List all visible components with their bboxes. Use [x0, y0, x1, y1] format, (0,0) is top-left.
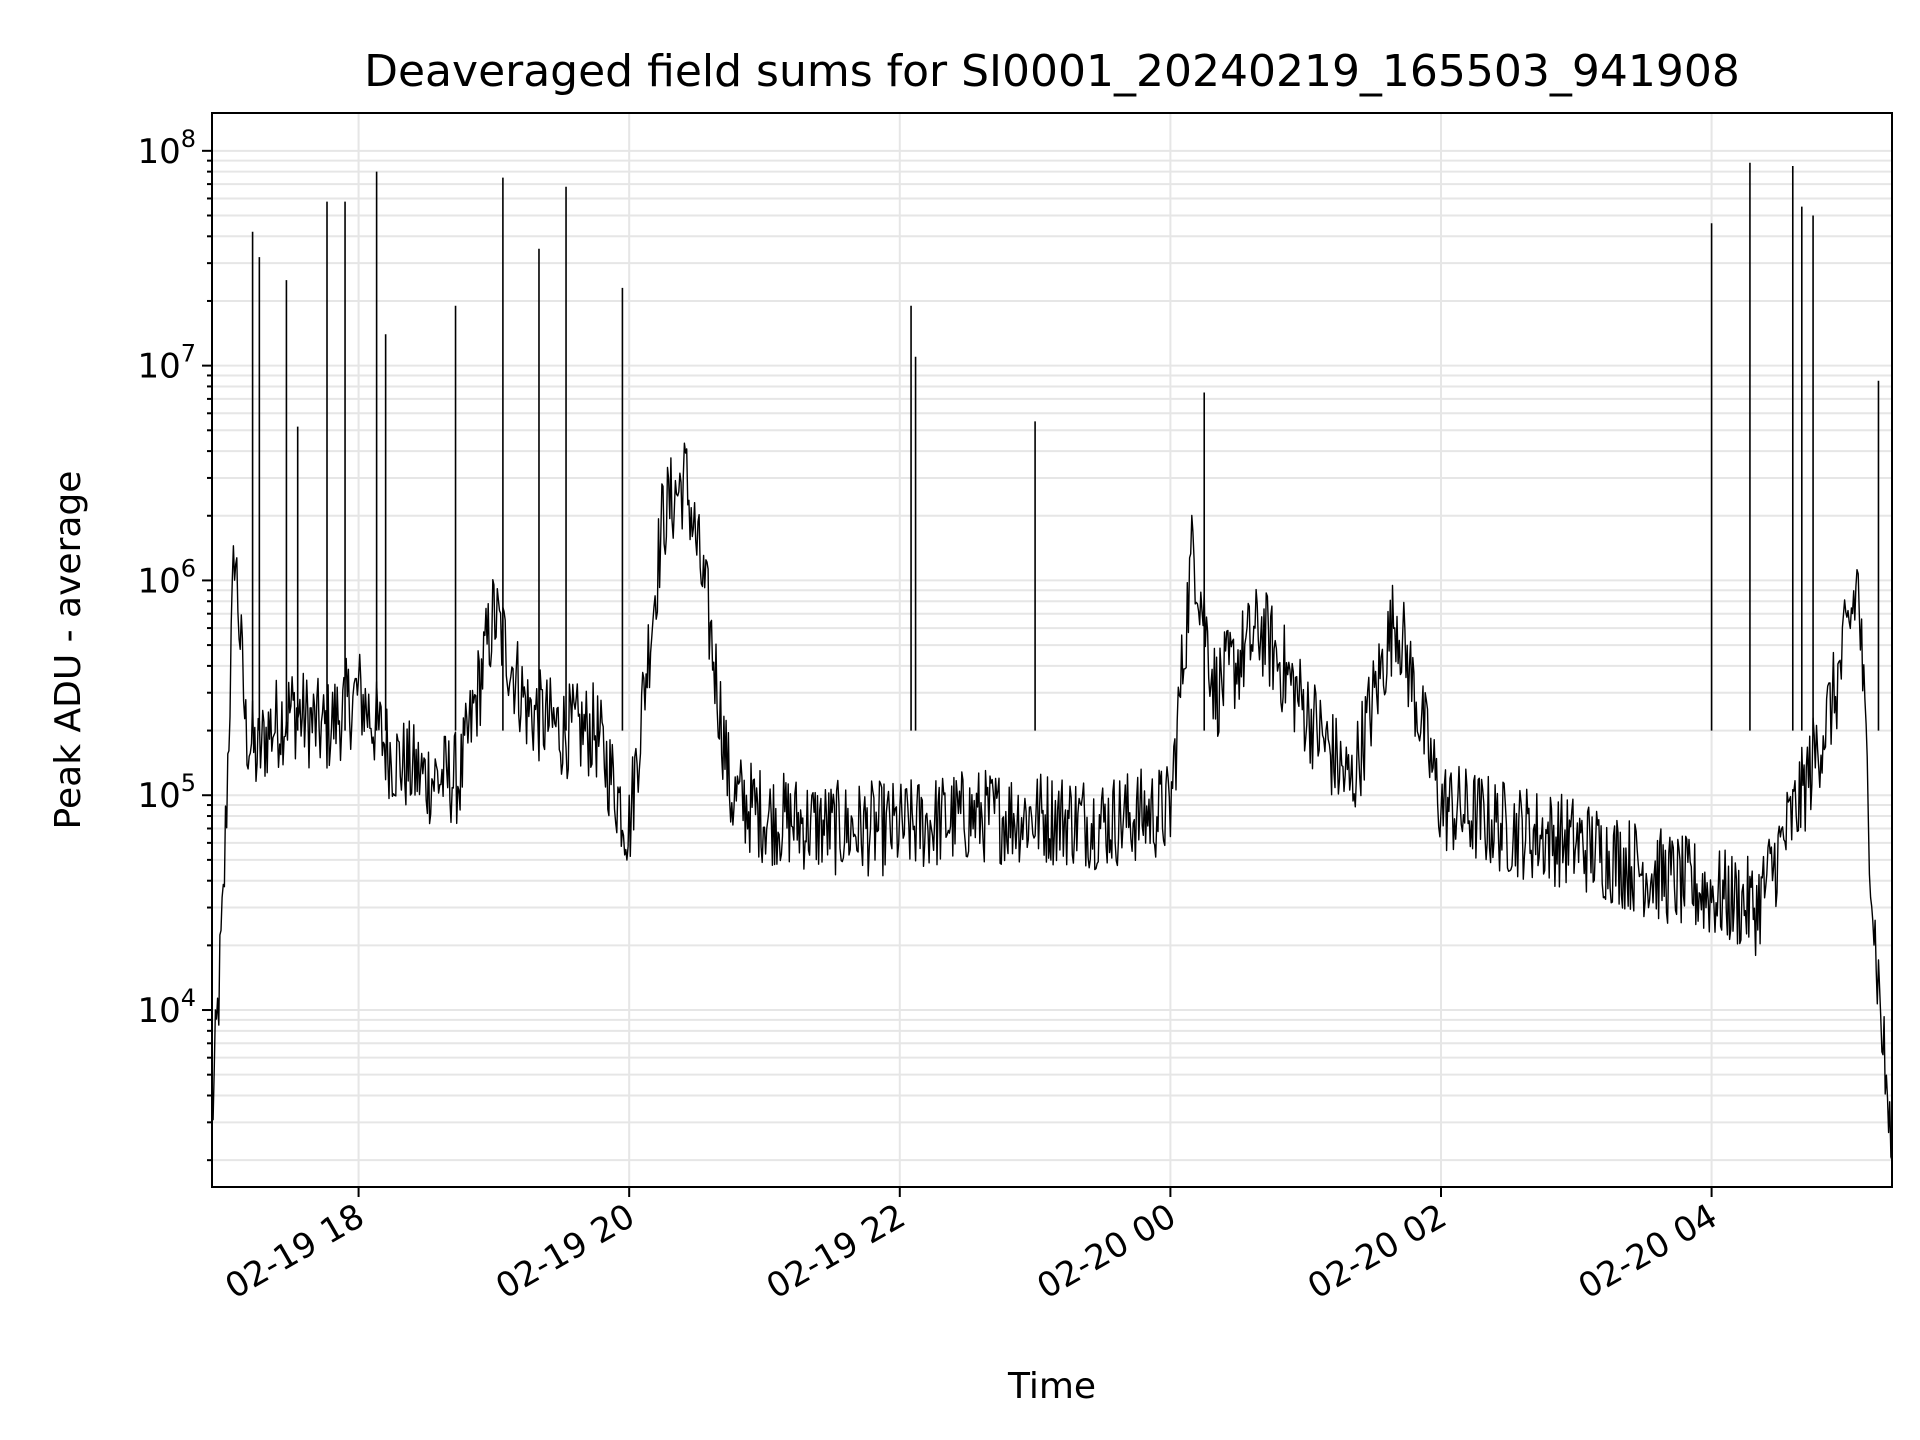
x-axis-label: Time	[1007, 1366, 1096, 1407]
y-tick-label: 107	[137, 340, 196, 387]
y-tick-label: 106	[137, 554, 196, 601]
y-axis-label: Peak ADU - average	[48, 471, 89, 830]
y-axis: 104 105 106 107 108	[137, 125, 212, 1162]
y-tick-label: 108	[137, 125, 196, 172]
chart-title: Deaveraged field sums for SI0001_2024021…	[364, 46, 1740, 97]
series-line	[211, 442, 1893, 1161]
axes-frame	[211, 112, 1893, 1188]
y-tick-label: 105	[137, 769, 196, 816]
y-tick-label: 104	[137, 984, 196, 1031]
grid	[212, 113, 1892, 1187]
plot-area	[211, 162, 1893, 1161]
